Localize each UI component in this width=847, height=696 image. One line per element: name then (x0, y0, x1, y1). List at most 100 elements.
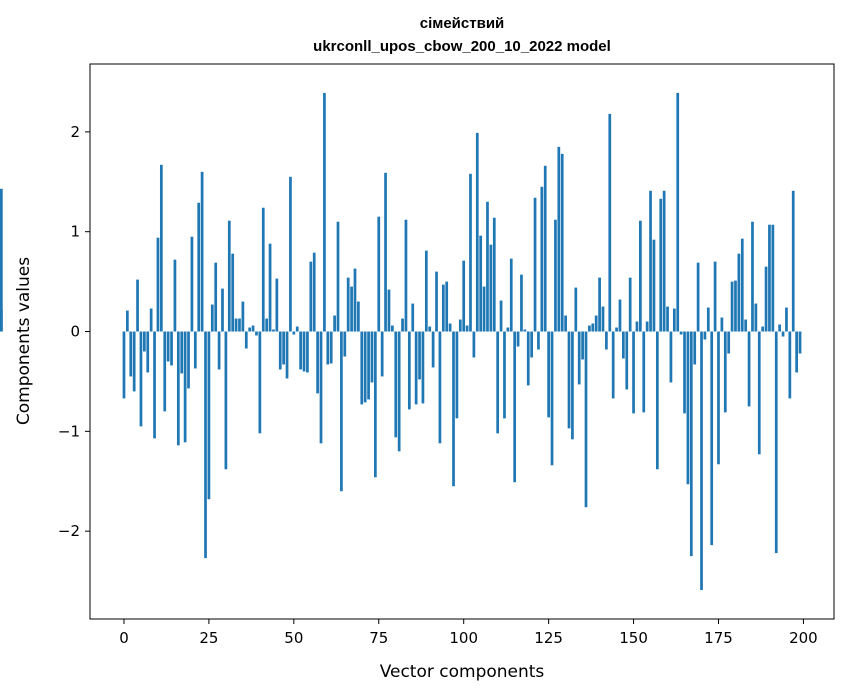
bar-89 (424, 250, 428, 332)
bar-40 (258, 331, 262, 434)
x-tick-label: 50 (284, 629, 303, 647)
bar-44 (272, 329, 275, 332)
bar-9 (153, 331, 156, 439)
y-axis-ticks: −2 −1 0 1 2 (58, 123, 90, 540)
bar-122 (537, 331, 540, 350)
bar-173 (710, 331, 714, 546)
bar-150 (632, 331, 635, 414)
bar-144 (611, 331, 615, 399)
bar-104 (475, 132, 479, 332)
bar-167 (689, 331, 693, 557)
bar-73 (370, 331, 374, 383)
bar-95 (445, 281, 449, 332)
bar-16 (176, 331, 180, 446)
bar-109 (492, 217, 496, 332)
bar-190 (768, 224, 771, 332)
bar-141 (601, 306, 605, 332)
x-tick-label: 25 (199, 629, 218, 647)
bar-20 (190, 236, 194, 332)
bar-148 (625, 331, 629, 390)
bar-177 (723, 331, 727, 413)
bar-143 (608, 113, 612, 332)
bar-152 (639, 220, 642, 332)
bar-93 (438, 331, 442, 444)
bar-176 (720, 317, 724, 332)
bar-82 (401, 318, 404, 332)
bar-25 (207, 331, 211, 500)
bar-171 (703, 331, 707, 340)
bar-110 (496, 331, 500, 434)
y-tick-label: −1 (58, 422, 80, 440)
bar-153 (642, 331, 646, 413)
x-tick-label: 0 (119, 629, 129, 647)
bar-155 (649, 190, 652, 332)
bar-113 (506, 327, 510, 332)
bar-48 (285, 331, 289, 379)
bar-22 (197, 202, 201, 332)
bar-78 (387, 289, 391, 332)
bar-162 (672, 308, 676, 332)
bar-92 (435, 271, 438, 332)
bar-88 (421, 331, 425, 404)
bar-85 (411, 303, 415, 332)
bar-15 (173, 259, 177, 332)
bar-39 (255, 331, 258, 336)
bar-191 (771, 224, 775, 332)
bar-63 (336, 221, 340, 332)
bar-undefined (0, 309, 3, 332)
bar-76 (380, 331, 384, 377)
bar-160 (666, 306, 669, 332)
bar-198 (795, 331, 798, 373)
bar-30 (224, 331, 228, 470)
bar-135 (581, 331, 584, 360)
bar-42 (265, 318, 269, 332)
bar-52 (299, 331, 302, 370)
bar-139 (594, 315, 598, 332)
bar-199 (798, 331, 802, 354)
y-axis-label: Components values (14, 257, 34, 425)
bar-157 (655, 331, 659, 470)
bar-71 (363, 331, 367, 403)
bar-125 (547, 331, 550, 418)
bar-188 (761, 326, 765, 332)
bar-91 (431, 331, 435, 368)
bar-59 (323, 92, 326, 332)
bar-27 (214, 262, 218, 332)
bar-77 (384, 172, 387, 332)
bar-180 (734, 280, 737, 332)
bar-86 (414, 331, 418, 405)
bar-138 (591, 323, 595, 332)
bar-116 (516, 331, 520, 347)
bar-192 (774, 331, 778, 554)
bar-159 (662, 190, 666, 332)
bar-102 (469, 173, 472, 332)
bar-49 (289, 176, 292, 332)
bar-87 (418, 331, 421, 380)
bar-100 (462, 260, 466, 332)
bar-54 (306, 331, 309, 373)
bar-151 (635, 321, 639, 332)
bar-36 (244, 331, 248, 349)
plot-frame (89, 63, 835, 620)
bar-121 (533, 197, 537, 332)
bar-14 (170, 331, 173, 366)
bar-169 (696, 262, 700, 332)
bar-149 (628, 277, 632, 332)
bar-47 (282, 331, 285, 365)
bar-8 (149, 308, 153, 332)
bar-128 (557, 146, 561, 332)
bar-186 (754, 303, 758, 332)
bar-46 (278, 331, 282, 370)
bar-79 (391, 325, 394, 332)
bar-19 (187, 331, 190, 389)
bar-75 (377, 216, 381, 332)
bar-189 (764, 266, 768, 332)
bar-131 (567, 331, 571, 429)
bar-103 (472, 331, 476, 358)
bar-118 (523, 329, 527, 332)
bar-105 (479, 235, 483, 332)
bar-123 (540, 186, 544, 332)
bar-119 (526, 331, 530, 386)
bars-group (0, 92, 802, 591)
